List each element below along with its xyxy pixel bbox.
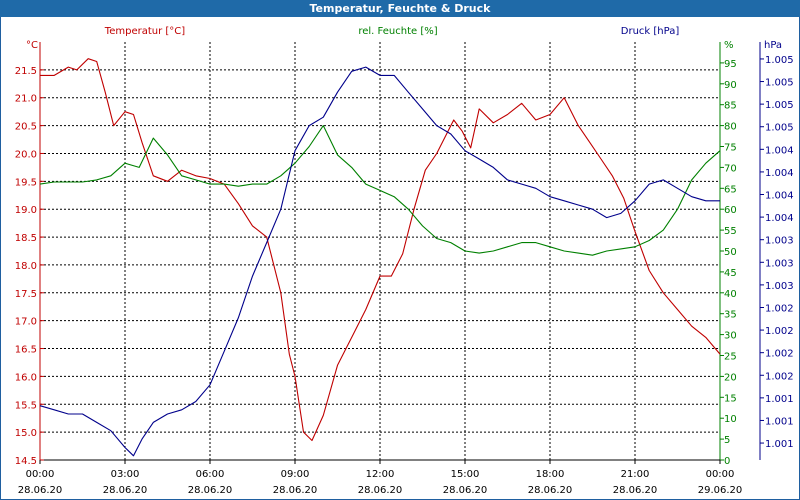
temperature-tick-label: 15.5 (15, 400, 37, 411)
temperature-tick-label: 18.0 (15, 261, 37, 272)
pressure-tick-label: 1.005 (765, 78, 794, 89)
date-tick-label: 28.06.20 (103, 485, 148, 496)
time-tick-label: 18:00 (536, 469, 565, 480)
pressure-tick-label: 1.002 (765, 371, 794, 382)
pressure-tick-label: 1.003 (765, 281, 794, 292)
time-tick-label: 00:00 (26, 469, 55, 480)
humidity-tick-label: 45 (724, 268, 737, 279)
humidity-tick-label: 90 (724, 80, 737, 91)
date-tick-label: 28.06.20 (273, 485, 318, 496)
temperature-tick-label: 18.5 (15, 233, 37, 244)
temperature-tick-label: 20.5 (15, 122, 37, 133)
temperature-ticks: 14.5 15.0 15.5 16.0 16.5 17.0 17.5 18.0 18.5 19.0… (15, 66, 44, 467)
date-tick-label: 28.06.20 (528, 485, 573, 496)
time-tick-label: 00:00 (706, 469, 735, 480)
humidity-tick-label: 95 (724, 59, 737, 70)
humidity-tick-label: 60 (724, 205, 737, 216)
temperature-legend-label: Temperatur [°C] (104, 26, 185, 37)
humidity-tick-label: 70 (724, 163, 737, 174)
temperature-tick-label: 19.5 (15, 177, 37, 188)
pressure-line (39, 66, 720, 457)
pressure-tick-label: 1.001 (765, 416, 794, 427)
pressure-tick-label: 1.003 (765, 258, 794, 269)
pressure-tick-label: 1.005 (765, 123, 794, 134)
series-lines (39, 58, 721, 457)
temperature-tick-label: 17.5 (15, 289, 37, 300)
temperature-tick-label: 14.5 (15, 456, 37, 467)
temperature-tick-label: 17.0 (15, 317, 37, 328)
temperature-line (40, 58, 721, 442)
humidity-tick-label: 15 (724, 393, 737, 404)
pressure-tick-label: 1.002 (765, 303, 794, 314)
humidity-tick-label: 75 (724, 143, 737, 154)
temperature-tick-label: 19.0 (15, 205, 37, 216)
date-tick-label: 28.06.20 (358, 485, 403, 496)
window-title: Temperatur, Feuchte & Druck (0, 0, 800, 17)
date-tick-label: 28.06.20 (613, 485, 658, 496)
pressure-tick-label: 1.004 (765, 145, 794, 156)
humidity-tick-label: 35 (724, 310, 737, 321)
temperature-tick-label: 21.5 (15, 66, 37, 77)
pressure-tick-label: 1.004 (765, 168, 794, 179)
humidity-tick-label: 40 (724, 289, 737, 300)
date-tick-label: 28.06.20 (18, 485, 63, 496)
pressure-tick-label: 1.003 (765, 236, 794, 247)
time-tick-label: 15:00 (451, 469, 480, 480)
temperature-tick-label: 21.0 (15, 94, 37, 105)
temperature-tick-label: 16.0 (15, 372, 37, 383)
humidity-tick-label: 10 (724, 414, 737, 425)
humidity-tick-label: 0 (724, 456, 730, 467)
pressure-tick-label: 1.001 (765, 394, 794, 405)
humidity-tick-label: 65 (724, 184, 737, 195)
temperature-tick-label: 16.5 (15, 345, 37, 356)
temperature-tick-label: 15.0 (15, 428, 37, 439)
humidity-tick-label: 85 (724, 101, 737, 112)
time-tick-label: 12:00 (366, 469, 395, 480)
temperature-tick-label: 20.0 (15, 149, 37, 160)
time-tick-label: 21:00 (621, 469, 650, 480)
humidity-legend-label: rel. Feuchte [%] (358, 26, 437, 37)
humidity-tick-label: 5 (724, 435, 730, 446)
pressure-tick-label: 1.002 (765, 326, 794, 337)
temperature-unit: °C (26, 40, 38, 51)
humidity-tick-label: 25 (724, 352, 737, 363)
time-tick-label: 09:00 (281, 469, 310, 480)
humidity-tick-label: 55 (724, 226, 737, 237)
time-tick-label: 03:00 (111, 469, 140, 480)
pressure-tick-label: 1.004 (765, 213, 794, 224)
date-tick-label: 28.06.20 (188, 485, 233, 496)
grid (39, 42, 721, 461)
humidity-tick-label: 50 (724, 247, 737, 258)
pressure-ticks: 1.001 1.001 1.001 1.002 1.002 1.002 1.002 1.003… (760, 55, 794, 450)
humidity-tick-label: 30 (724, 331, 737, 342)
humidity-ticks: 0 5 10 15 20 25 30 35 40 45 50 55 60 65 70 75 80 85 90 95 (720, 59, 737, 467)
humidity-line (39, 125, 721, 256)
pressure-tick-label: 1.004 (765, 191, 794, 202)
time-tick-label: 06:00 (196, 469, 225, 480)
humidity-tick-label: 20 (724, 372, 737, 383)
pressure-tick-label: 1.005 (765, 100, 794, 111)
date-tick-label: 28.06.20 (443, 485, 488, 496)
humidity-tick-label: 80 (724, 122, 737, 133)
pressure-tick-label: 1.001 (765, 439, 794, 450)
date-tick-label: 29.06.20 (698, 485, 743, 496)
humidity-unit: % (724, 40, 734, 51)
pressure-tick-label: 1.002 (765, 349, 794, 360)
pressure-unit: hPa (764, 40, 782, 51)
pressure-tick-label: 1.005 (765, 55, 794, 66)
time-ticks: 00:00 28.06.20 03:00 28.06.20 06:00 28.06.20 0… (18, 460, 743, 496)
pressure-legend-label: Druck [hPa] (621, 26, 680, 37)
